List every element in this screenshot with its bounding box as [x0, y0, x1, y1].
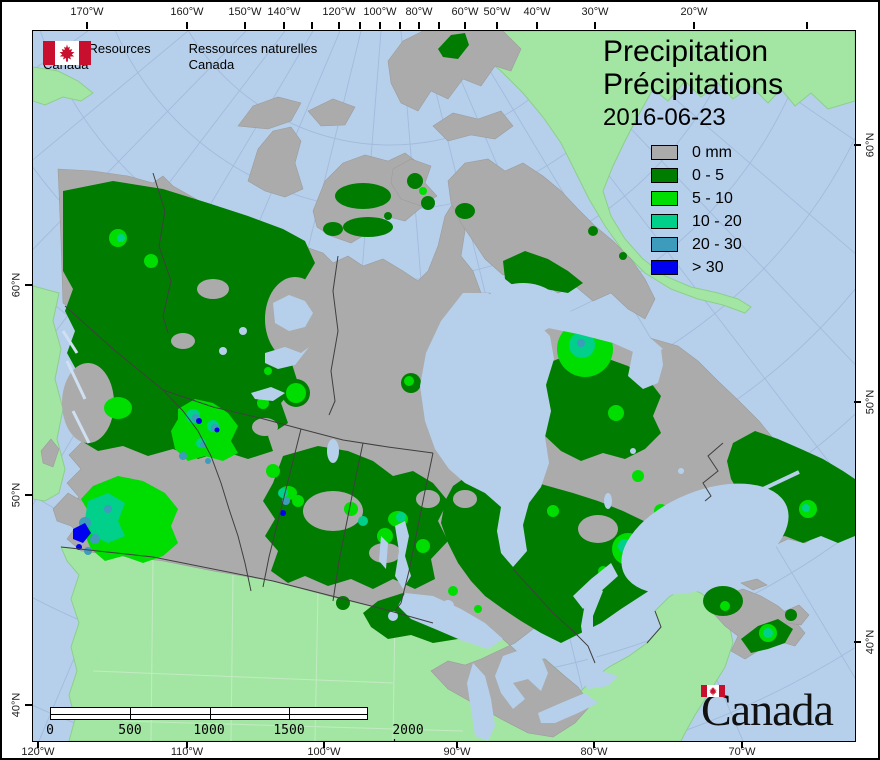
lon-label-top: 100°W: [363, 6, 397, 18]
legend-row: 0 - 5: [651, 164, 742, 187]
legend-row: 10 - 20: [651, 210, 742, 233]
lat-label-right: 40°N: [864, 629, 877, 655]
lon-label-top: 80°W: [405, 6, 433, 18]
lon-label-bottom: 120°W: [21, 746, 55, 758]
title-date: 2016-06-23: [603, 104, 726, 131]
scale-tick-label: 500: [118, 723, 142, 738]
lon-label-top: 150°W: [228, 6, 262, 18]
precip-over-30: [73, 418, 286, 550]
lon-label-top: 20°W: [680, 6, 708, 18]
scale-tick-label: 1000: [193, 723, 225, 738]
legend-swatch-10-20: [651, 214, 678, 229]
greenland-land: [432, 31, 855, 314]
legend-label: 0 - 5: [692, 166, 725, 184]
title-fr: Précipitations: [603, 68, 784, 101]
legend-label: 10 - 20: [692, 212, 742, 230]
lon-label-top: 60°W: [451, 6, 479, 18]
legend-row: 0 mm: [651, 141, 742, 164]
lon-label-top: 140°W: [267, 6, 301, 18]
lon-label-top: 120°W: [322, 6, 356, 18]
lat-label-right: 60°N: [864, 132, 877, 158]
dept-name-fr: Ressources naturelles Canada: [189, 41, 318, 73]
scale-bar: 0 500 1000 1500 2000 km: [46, 707, 424, 741]
scale-bar-graphic: [50, 707, 368, 720]
canada-flag-icon: [43, 41, 91, 65]
canada-precipitation-map: [33, 31, 855, 741]
lon-label-bottom: 110°W: [170, 746, 204, 758]
legend-label: 0 mm: [692, 143, 732, 161]
precip-20-30: [79, 339, 585, 555]
legend-label: 20 - 30: [692, 235, 742, 253]
title-en: Precipitation: [603, 35, 769, 68]
dept-fr-line2: Canada: [188, 57, 235, 72]
legend-row: > 30: [651, 256, 742, 279]
scale-bar-labels: 0 500 1000 1500 2000 km: [46, 723, 424, 741]
water-bodies: [61, 283, 800, 741]
scale-end-label: 2000 km: [392, 723, 424, 741]
lon-label-top: 170°W: [70, 6, 104, 18]
lat-label-left: 50°N: [10, 482, 23, 508]
lon-label-top: 50°W: [483, 6, 511, 18]
precip-0mm-holes: [62, 277, 618, 563]
nrcan-signature: Natural Resources Canada Ressources natu…: [43, 41, 355, 73]
lon-label-top: 40°W: [523, 6, 551, 18]
scale-tick-label: 1500: [273, 723, 305, 738]
legend-label: > 30: [692, 258, 724, 276]
province-borders: [60, 172, 724, 664]
scale-tick-label: 0: [46, 723, 54, 738]
chukotka-land: [33, 66, 94, 106]
canada-wordmark: Canada: [701, 683, 834, 736]
lat-label-left: 60°N: [10, 272, 23, 298]
lon-label-bottom: 80°W: [580, 746, 608, 758]
lon-label-top: 160°W: [170, 6, 204, 18]
legend-swatch-5-10: [651, 191, 678, 206]
lon-label-top: 30°W: [581, 6, 609, 18]
lat-label-right: 50°N: [864, 389, 877, 415]
legend-swatch-0mm: [651, 145, 678, 160]
lat-label-left: 40°N: [10, 692, 23, 718]
map-legend: 0 mm 0 - 5 5 - 10 10 - 20 20 - 30 > 30: [651, 141, 742, 279]
map-canvas: Natural Resources Canada Ressources natu…: [32, 30, 856, 742]
lon-label-bottom: 70°W: [728, 746, 756, 758]
map-title: Precipitation Précipitations 2016-06-23: [603, 35, 783, 133]
lon-label-bottom: 100°W: [307, 746, 341, 758]
wordmark-flag-icon: [701, 685, 725, 697]
lon-label-bottom: 90°W: [443, 746, 471, 758]
legend-swatch-0-5: [651, 168, 678, 183]
legend-row: 5 - 10: [651, 187, 742, 210]
legend-row: 20 - 30: [651, 233, 742, 256]
legend-swatch-20-30: [651, 237, 678, 252]
legend-swatch-over-30: [651, 260, 678, 275]
legend-label: 5 - 10: [692, 189, 733, 207]
dept-fr-line1: Ressources naturelles: [188, 41, 318, 56]
